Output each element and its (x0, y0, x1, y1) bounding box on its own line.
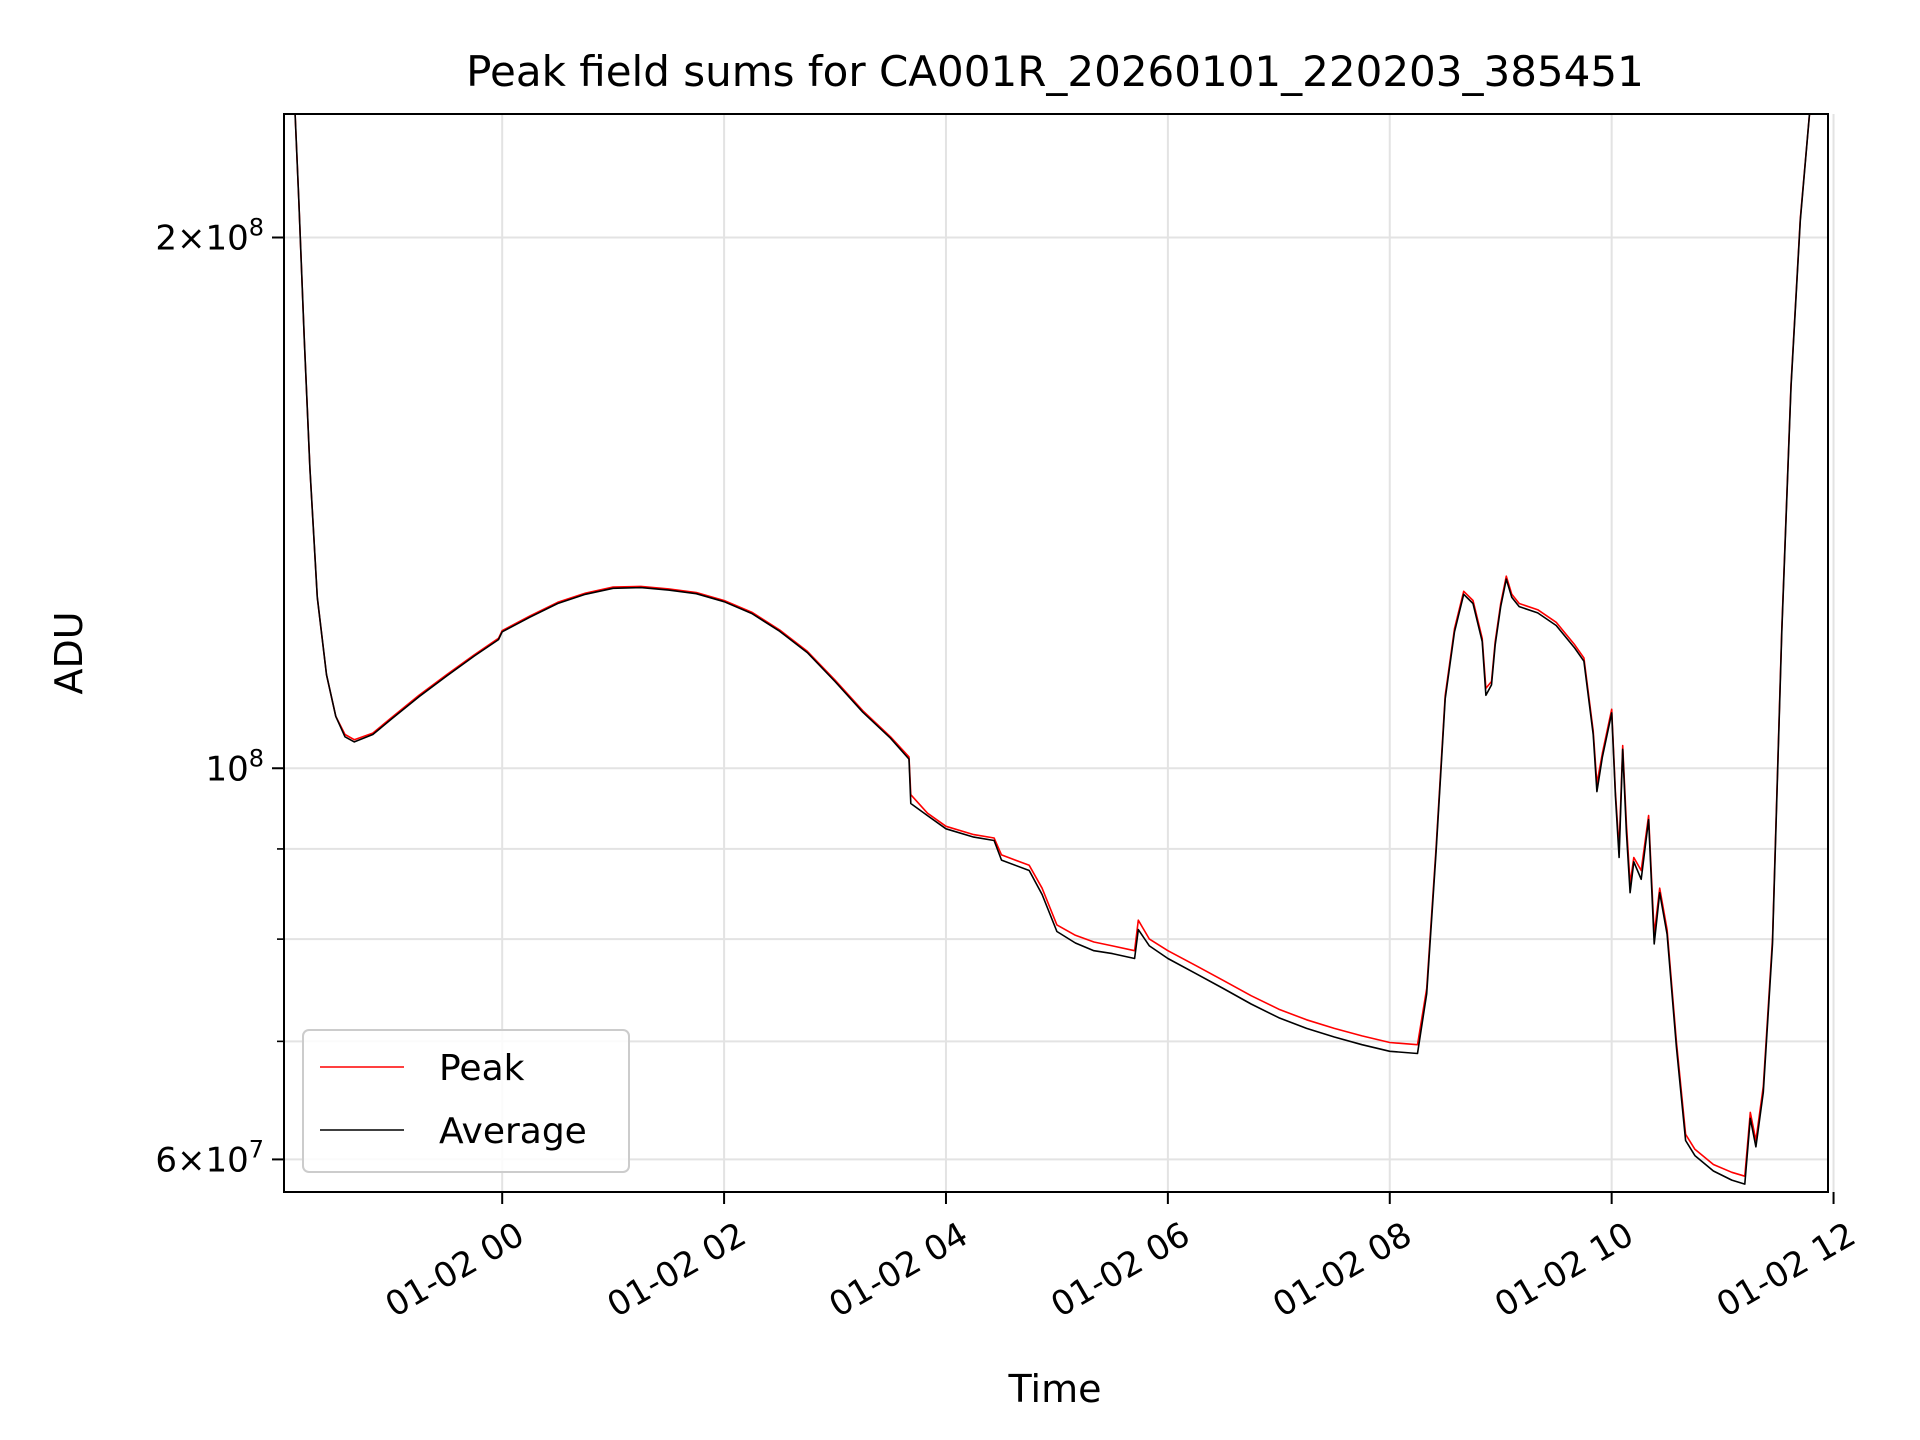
y-axis-label: ADU (47, 611, 91, 694)
legend-box (302, 1029, 630, 1173)
y-tick-label: 6×107 (155, 1135, 264, 1180)
chart-title: Peak field sums for CA001R_20260101_2202… (466, 47, 1644, 96)
legend: Peak Average (302, 1029, 630, 1173)
series-lines (294, 114, 1811, 1185)
y-tick-label: 108 (205, 744, 264, 789)
y-axis: 2×108 108 6×107 (155, 213, 284, 1180)
y-tick-label: 2×108 (155, 213, 264, 258)
series-line-peak (294, 114, 1811, 1177)
legend-label-average: Average (439, 1111, 587, 1152)
x-axis-label: Time (1008, 1367, 1102, 1411)
legend-label-peak: Peak (439, 1048, 525, 1089)
series-line-average (294, 114, 1811, 1185)
plot-frame (283, 113, 1829, 1193)
grid-lines (284, 114, 1835, 1192)
